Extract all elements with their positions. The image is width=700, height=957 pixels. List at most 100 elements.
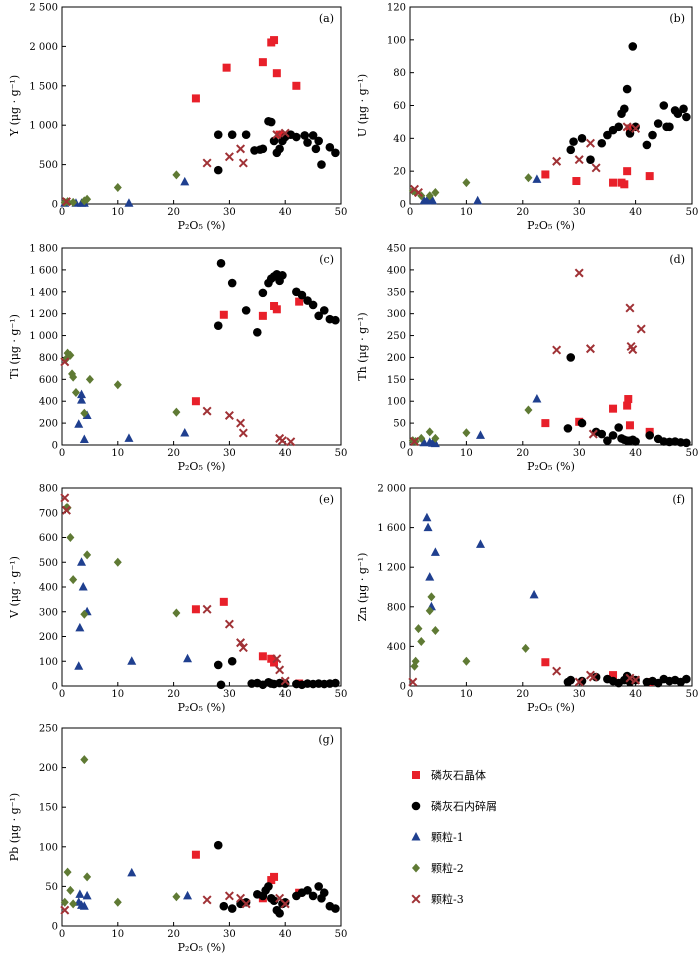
panel-a-ytick-label: 0 bbox=[52, 200, 58, 211]
panel-d-ytick-label: 100 bbox=[387, 397, 406, 408]
panel-e-point-apatite_inclusion bbox=[213, 660, 223, 670]
panel-b-point-apatite_inclusion bbox=[569, 137, 578, 146]
panel-g-xtick-label: 40 bbox=[279, 929, 292, 940]
panel-e-point-grain3 bbox=[224, 619, 234, 629]
panel-c-point-grain3 bbox=[236, 418, 246, 428]
panel-e-point-grain1 bbox=[183, 653, 193, 663]
legend-marker-grain2 bbox=[412, 863, 420, 873]
panel-f-series-grain2 bbox=[410, 592, 530, 671]
panel-d-point-grain3 bbox=[552, 345, 562, 355]
panel-g-point-grain1 bbox=[183, 890, 193, 900]
panel-b-point-apatite_crystal bbox=[620, 180, 629, 189]
panel-g-point-grain2 bbox=[80, 755, 89, 765]
panel-d: 0 10 20 30 40 50 0 50 100 150 200 250 300 350 400 450 P₂… bbox=[356, 244, 698, 474]
panel-b-point-apatite_inclusion bbox=[682, 112, 691, 122]
panel-a-point-grain2 bbox=[113, 182, 122, 192]
panel-c-point-grain2 bbox=[85, 374, 94, 384]
panel-c-point-grain1 bbox=[79, 434, 89, 444]
panel-b-point-apatite_inclusion bbox=[659, 101, 669, 110]
panel-b-point-grain1 bbox=[428, 195, 438, 205]
panel-a-point-apatite_inclusion bbox=[269, 136, 279, 146]
panel-c-ytick-label: 1 400 bbox=[29, 287, 58, 298]
panel-b-point-grain3 bbox=[585, 138, 595, 148]
panel-a-point-grain2 bbox=[172, 170, 181, 180]
panel-b-ytick-label: 60 bbox=[393, 101, 406, 112]
panel-d-point-apatite_crystal bbox=[541, 419, 550, 428]
panel-e-frame bbox=[61, 487, 342, 687]
panel-a-point-apatite_inclusion bbox=[331, 148, 340, 158]
panel-b-xtick-label: 40 bbox=[629, 207, 642, 218]
panel-a-point-apatite_crystal bbox=[222, 63, 231, 72]
panel-g-series-grain3 bbox=[60, 891, 290, 915]
panel-g-point-apatite_inclusion bbox=[241, 897, 251, 907]
panel-g-point-grain2 bbox=[69, 899, 78, 909]
panel-c-ytick-label: 1 000 bbox=[29, 331, 58, 342]
panel-g-frame bbox=[61, 727, 342, 927]
panel-d-point-apatite_inclusion bbox=[597, 429, 607, 439]
panel-f-point-grain3 bbox=[574, 677, 584, 687]
panel-c-ytick-label: 600 bbox=[39, 375, 58, 386]
panel-f-point-grain3 bbox=[625, 673, 635, 683]
panel-d-xtick-label: 10 bbox=[460, 448, 473, 459]
panel-d-ytick-label: 300 bbox=[387, 309, 406, 320]
panel-c-point-apatite_inclusion bbox=[241, 306, 251, 315]
panel-d-point-apatite_crystal bbox=[623, 401, 632, 410]
panel-c-point-grain2 bbox=[113, 380, 122, 390]
panel-d-xtick-label: 40 bbox=[629, 448, 642, 459]
panel-c-series-grain3 bbox=[60, 357, 296, 447]
panel-e-point-apatite_crystal bbox=[219, 597, 228, 606]
panel-c-xtick-label: 0 bbox=[59, 448, 65, 459]
panel-g-xtick-label: 20 bbox=[167, 929, 180, 940]
panel-d-point-apatite_inclusion bbox=[614, 423, 623, 432]
panel-g-point-apatite_inclusion bbox=[227, 904, 237, 913]
panel-a-series-grain1 bbox=[60, 176, 190, 207]
panel-b-xtick-label: 0 bbox=[407, 207, 413, 218]
panel-e-point-grain3 bbox=[272, 654, 282, 664]
panel-b-ytick-label: 80 bbox=[393, 68, 406, 79]
panel-a-ytick-label: 500 bbox=[39, 160, 58, 171]
panel-a-point-apatite_inclusion bbox=[325, 142, 335, 152]
panel-d-point-grain3 bbox=[585, 344, 595, 354]
panel-b-series-grain1 bbox=[419, 174, 542, 205]
panel-b-point-apatite_crystal bbox=[645, 172, 654, 181]
panel-a-point-apatite_inclusion bbox=[311, 144, 321, 154]
panel-e-point-grain2 bbox=[113, 557, 122, 567]
panel-c-ytick-label: 400 bbox=[39, 397, 58, 408]
panel-a-point-apatite_inclusion bbox=[303, 138, 312, 147]
panel-c-point-apatite_inclusion bbox=[297, 290, 307, 300]
panel-f-ytick-label: 400 bbox=[387, 642, 406, 653]
panel-c-ytick-label: 1 800 bbox=[29, 244, 58, 255]
legend-marker-grain1 bbox=[411, 832, 421, 841]
legend-label-grain2: 颗粒-2 bbox=[431, 861, 464, 875]
panel-g-xtick-label: 30 bbox=[223, 929, 236, 940]
panel-e-point-apatite_inclusion bbox=[216, 680, 226, 690]
panel-d-point-grain1 bbox=[476, 430, 485, 439]
panel-e-point-grain3 bbox=[61, 505, 71, 515]
panel-d-point-grain3 bbox=[628, 345, 638, 355]
panel-b-point-apatite_inclusion bbox=[597, 138, 607, 148]
panel-e-point-grain2 bbox=[69, 575, 78, 585]
panel-d-series-grain2 bbox=[408, 405, 533, 446]
panel-g-ylabel: Pb (μg · g⁻¹) bbox=[8, 793, 21, 861]
panel-c-point-grain2 bbox=[71, 387, 80, 397]
panel-b-ytick-label: 20 bbox=[393, 167, 406, 178]
panel-f-ytick-label: 1 200 bbox=[377, 563, 406, 574]
legend-marker-apatite_inclusion bbox=[411, 801, 421, 811]
legend-marker-apatite_crystal bbox=[412, 771, 420, 779]
panel-d-point-apatite_inclusion bbox=[566, 353, 576, 362]
panel-g-series-grain2 bbox=[60, 755, 181, 909]
panel-g-point-grain3 bbox=[224, 891, 234, 901]
panel-c-frame bbox=[61, 247, 342, 446]
panel-b-point-apatite_inclusion bbox=[628, 42, 638, 51]
panel-b-point-apatite_crystal bbox=[623, 167, 632, 176]
panel-c-ylabel: Ti (μg · g⁻¹) bbox=[8, 314, 21, 379]
panel-a-point-apatite_inclusion bbox=[213, 130, 223, 139]
panel-g-series-grain1 bbox=[74, 867, 193, 910]
panel-b-point-grain2 bbox=[462, 178, 471, 188]
panel-g-point-apatite_inclusion bbox=[303, 886, 312, 895]
panel-a-series-grain3 bbox=[61, 128, 290, 207]
panel-b-ytick-label: 120 bbox=[387, 3, 406, 14]
panel-d-point-apatite_inclusion bbox=[682, 438, 691, 448]
panel-g-ytick-label: 200 bbox=[39, 763, 58, 774]
panel-a-point-apatite_inclusion bbox=[314, 136, 323, 146]
